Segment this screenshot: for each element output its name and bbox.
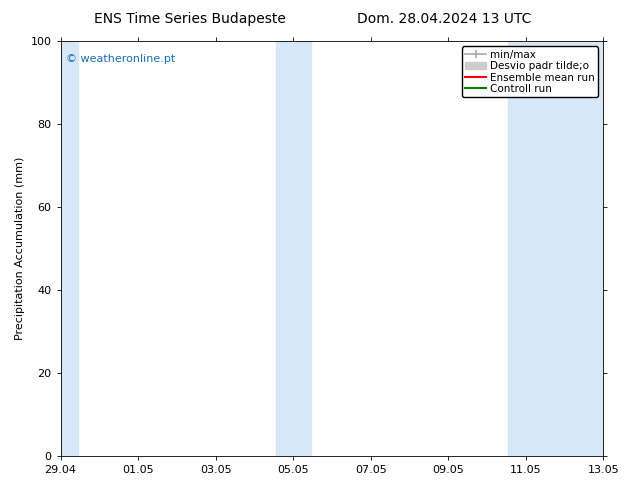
Bar — [276, 41, 311, 456]
Text: © weatheronline.pt: © weatheronline.pt — [66, 54, 175, 64]
Bar — [61, 41, 78, 456]
Text: ENS Time Series Budapeste: ENS Time Series Budapeste — [94, 12, 286, 26]
Y-axis label: Precipitation Accumulation (mm): Precipitation Accumulation (mm) — [15, 157, 25, 340]
Bar — [508, 41, 603, 456]
Legend: min/max, Desvio padr tilde;o, Ensemble mean run, Controll run: min/max, Desvio padr tilde;o, Ensemble m… — [462, 47, 598, 98]
Text: Dom. 28.04.2024 13 UTC: Dom. 28.04.2024 13 UTC — [356, 12, 531, 26]
